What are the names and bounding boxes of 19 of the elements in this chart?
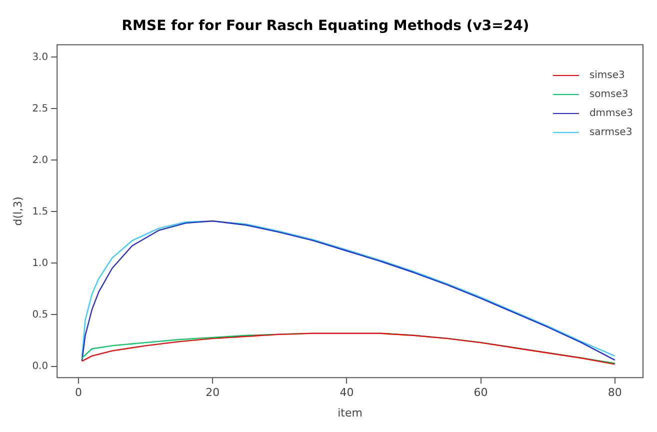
legend-label: sarmse3 — [589, 127, 632, 138]
x-tick-label: 0 — [75, 386, 82, 400]
y-tick-label: 0.0 — [32, 360, 48, 372]
x-tick-label: 60 — [474, 386, 488, 400]
y-tick-label: 1.5 — [32, 206, 48, 218]
y-tick-label: 3.0 — [32, 52, 48, 63]
x-axis-title: item — [338, 406, 362, 420]
x-tick-label: 40 — [340, 386, 354, 400]
chart-title: RMSE for for Four Rasch Equating Methods (v3=24) — [122, 18, 530, 34]
y-axis-title: d(l,3) — [11, 196, 24, 226]
y-tick-label: 0.5 — [32, 309, 48, 320]
legend-label: dmmse3 — [589, 108, 633, 119]
y-tick-label: 2.5 — [32, 103, 48, 114]
legend-label: somse3 — [589, 89, 628, 100]
x-tick-label: 20 — [206, 386, 220, 400]
x-tick-label: 80 — [608, 386, 622, 400]
y-tick-label: 2.0 — [32, 154, 48, 166]
y-tick-label: 1.0 — [32, 258, 48, 269]
legend-label: simse3 — [589, 70, 625, 81]
